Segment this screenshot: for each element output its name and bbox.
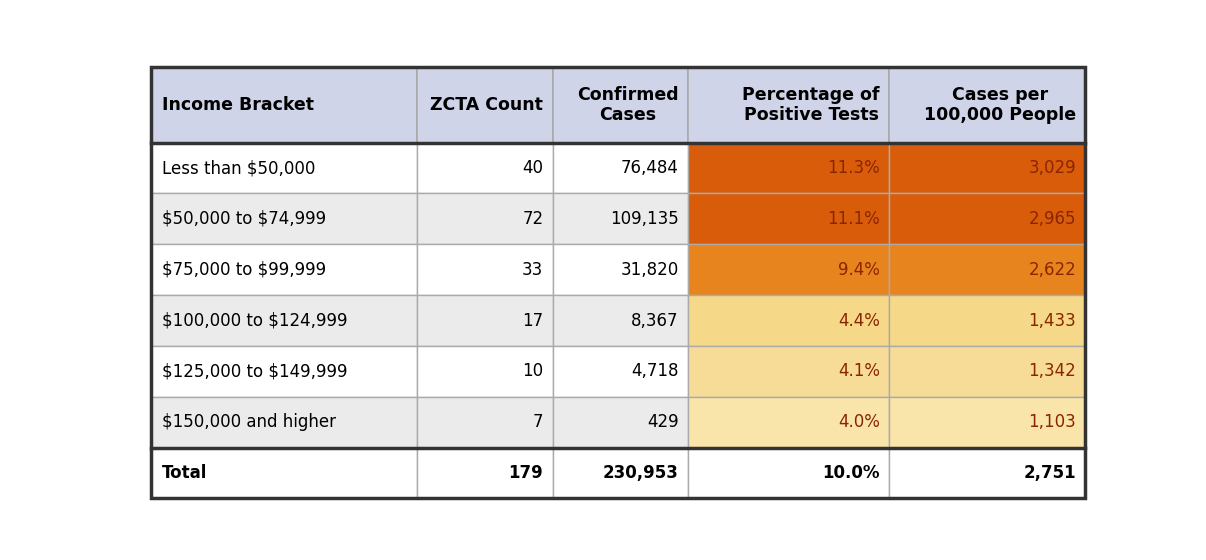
Bar [151,244,417,295]
Bar [151,295,417,346]
Bar [889,67,1085,143]
Bar [552,67,689,143]
Text: 11.3%: 11.3% [827,159,880,177]
Text: 8,367: 8,367 [631,311,679,329]
Text: 11.1%: 11.1% [827,210,880,228]
Bar [417,397,552,447]
Text: Less than \$50,000: Less than \$50,000 [162,159,315,177]
Bar [552,346,689,397]
Bar [151,397,417,447]
Text: 10.0%: 10.0% [822,464,880,482]
Text: 76,484: 76,484 [621,159,679,177]
Bar [417,244,552,295]
Text: \$100,000 to \$124,999: \$100,000 to \$124,999 [162,311,347,329]
Bar [151,143,417,194]
Bar [417,346,552,397]
Text: 4.1%: 4.1% [838,362,880,380]
Bar [689,143,889,194]
Text: 1,433: 1,433 [1029,311,1076,329]
Bar [552,194,689,244]
Bar [689,346,889,397]
Text: 33: 33 [522,261,543,279]
Text: \$50,000 to \$74,999: \$50,000 to \$74,999 [162,210,326,228]
Bar [889,295,1085,346]
Bar [689,397,889,447]
Bar [552,295,689,346]
Bar [417,194,552,244]
Text: 10: 10 [522,362,543,380]
Text: 4.4%: 4.4% [838,311,880,329]
Text: 1,342: 1,342 [1029,362,1076,380]
Bar [417,295,552,346]
Text: 230,953: 230,953 [603,464,679,482]
Text: Income Bracket: Income Bracket [162,96,314,114]
Text: 3,029: 3,029 [1029,159,1076,177]
Text: Cases per
100,000 People: Cases per 100,000 People [924,86,1076,124]
Bar [552,447,689,498]
Text: Confirmed
Cases: Confirmed Cases [578,86,679,124]
Text: 179: 179 [509,464,543,482]
Bar [889,143,1085,194]
Text: 429: 429 [648,413,679,431]
Text: 2,965: 2,965 [1029,210,1076,228]
Bar [889,194,1085,244]
Text: \$150,000 and higher: \$150,000 and higher [162,413,336,431]
Text: 17: 17 [522,311,543,329]
Text: 4,718: 4,718 [631,362,679,380]
Bar [689,295,889,346]
Text: 2,622: 2,622 [1029,261,1076,279]
Bar [552,143,689,194]
Text: \$125,000 to \$149,999: \$125,000 to \$149,999 [162,362,347,380]
Bar [889,447,1085,498]
Bar [417,447,552,498]
Bar [889,244,1085,295]
Text: Percentage of
Positive Tests: Percentage of Positive Tests [742,86,880,124]
Bar [889,397,1085,447]
Bar [552,397,689,447]
Bar [151,194,417,244]
Bar [151,67,417,143]
Text: 109,135: 109,135 [610,210,679,228]
Text: Total: Total [162,464,207,482]
Text: 4.0%: 4.0% [838,413,880,431]
Bar [151,447,417,498]
Text: 40: 40 [522,159,543,177]
Bar [689,67,889,143]
Bar [889,346,1085,397]
Bar [417,67,552,143]
Bar [689,194,889,244]
Bar [552,244,689,295]
Bar [151,346,417,397]
Text: 7: 7 [533,413,543,431]
Text: 9.4%: 9.4% [838,261,880,279]
Text: 72: 72 [522,210,543,228]
Bar [689,447,889,498]
Text: ZCTA Count: ZCTA Count [431,96,543,114]
Text: 31,820: 31,820 [621,261,679,279]
Text: \$75,000 to \$99,999: \$75,000 to \$99,999 [162,261,326,279]
Text: 1,103: 1,103 [1029,413,1076,431]
Text: 2,751: 2,751 [1024,464,1076,482]
Bar [417,143,552,194]
Bar [689,244,889,295]
